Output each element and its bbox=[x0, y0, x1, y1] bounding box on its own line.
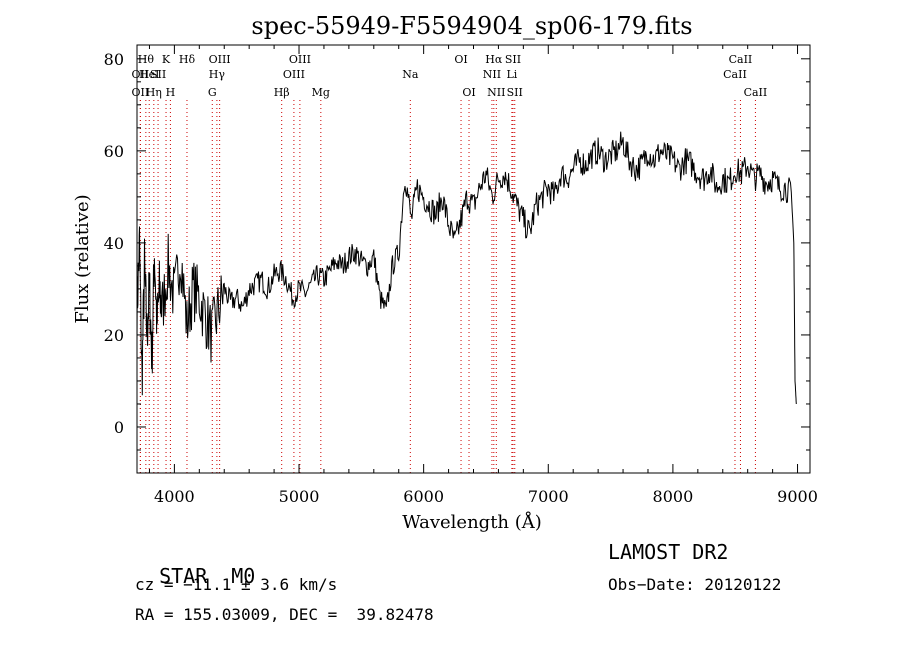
y-tick-label: 40 bbox=[104, 234, 124, 253]
line-label: CaII bbox=[729, 53, 753, 66]
x-tick-label: 6000 bbox=[403, 487, 444, 506]
line-label: Na bbox=[402, 68, 419, 81]
line-label: CaII bbox=[744, 86, 768, 99]
line-label: Hδ bbox=[179, 53, 196, 66]
line-label: NII bbox=[483, 68, 501, 81]
line-label: NII bbox=[487, 86, 505, 99]
survey-name: LAMOST DR2 bbox=[608, 540, 729, 564]
class-value: STAR bbox=[159, 564, 208, 588]
line-label: OIII bbox=[289, 53, 311, 66]
plot-frame bbox=[136, 44, 811, 474]
line-label: OII bbox=[132, 68, 150, 81]
line-label: Hγ bbox=[209, 68, 226, 81]
line-label: HeI bbox=[139, 68, 159, 81]
line-label: Hη bbox=[146, 86, 162, 99]
y-axis-label: Flux (relative) bbox=[72, 194, 93, 323]
y-tick-label: 60 bbox=[104, 142, 124, 161]
object-class: STAR M0 bbox=[135, 540, 255, 588]
x-tick-label: 7000 bbox=[528, 487, 569, 506]
x-axis-label: Wavelength (Å) bbox=[402, 511, 542, 533]
x-tick-label: 5000 bbox=[279, 487, 320, 506]
line-label: K bbox=[162, 53, 171, 66]
redshift-velocity: cz = −11.1 ± 3.6 km/s bbox=[135, 575, 338, 594]
line-label: Hθ bbox=[138, 53, 155, 66]
emission-line-markers: OII OII Hθ HeI Hη SII K H Hδ G Hγ OIII Hβ OIII OIII Mg N… bbox=[132, 53, 768, 473]
y-tick-label: 0 bbox=[114, 418, 124, 437]
line-label: OIII bbox=[283, 68, 305, 81]
x-tick-label: 4000 bbox=[154, 487, 195, 506]
y-tick-label: 80 bbox=[104, 50, 124, 69]
line-label: SII bbox=[507, 86, 523, 99]
chart-title: spec-55949-F5594904_sp06-179.fits bbox=[251, 12, 692, 40]
line-label: G bbox=[208, 86, 217, 99]
x-tick-label: 8000 bbox=[653, 487, 694, 506]
subclass-value: M0 bbox=[231, 564, 256, 588]
spectrum-trace bbox=[136, 131, 797, 405]
line-label: OII bbox=[132, 86, 150, 99]
observation-date: Obs−Date: 20120122 bbox=[608, 575, 782, 594]
line-label: Hβ bbox=[274, 86, 290, 99]
line-label: CaII bbox=[723, 68, 747, 81]
coordinates: RA = 155.03009, DEC = 39.82478 bbox=[135, 605, 434, 624]
line-label: OI bbox=[462, 86, 475, 99]
line-label: Mg bbox=[312, 86, 330, 99]
y-tick-label: 20 bbox=[104, 326, 124, 345]
line-label: SII bbox=[150, 68, 166, 81]
line-label: H bbox=[166, 86, 176, 99]
line-label: OI bbox=[454, 53, 467, 66]
line-label: SII bbox=[505, 53, 521, 66]
line-label: OIII bbox=[209, 53, 231, 66]
x-tick-label: 9000 bbox=[777, 487, 818, 506]
line-label: Li bbox=[506, 68, 517, 81]
axis-ticks: 4000 5000 6000 7000 8000 9000 0 20 40 60 80 bbox=[104, 45, 818, 506]
spectrum-line bbox=[136, 131, 797, 405]
line-label: Hα bbox=[485, 53, 503, 66]
